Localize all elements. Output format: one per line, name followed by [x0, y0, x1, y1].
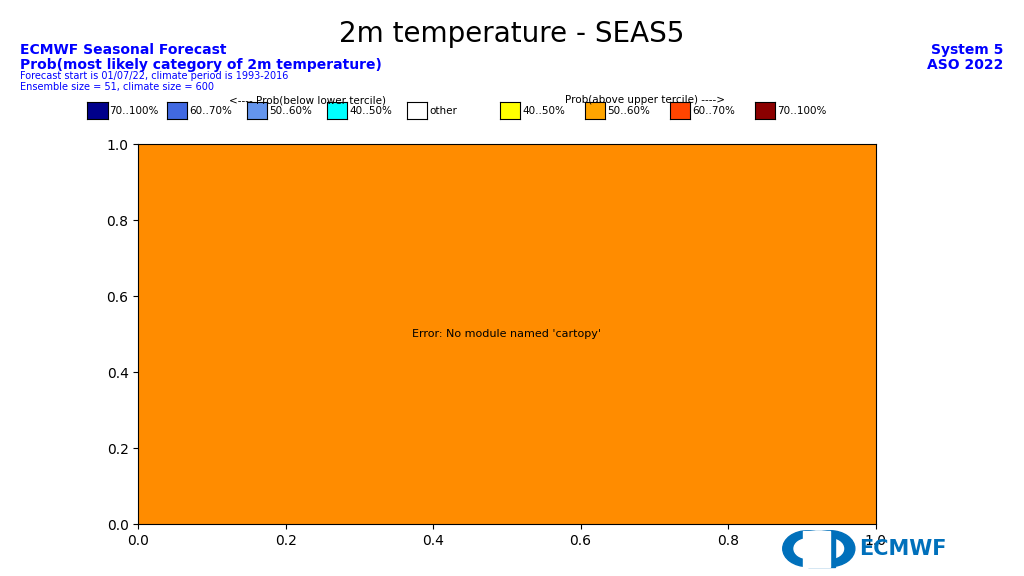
Ellipse shape — [782, 530, 833, 567]
Text: ECMWF: ECMWF — [859, 539, 947, 559]
Text: 40..50%: 40..50% — [349, 105, 392, 116]
Bar — [803, 530, 830, 567]
Text: Ensemble size = 51, climate size = 600: Ensemble size = 51, climate size = 600 — [20, 82, 214, 92]
Text: Prob(most likely category of 2m temperature): Prob(most likely category of 2m temperat… — [20, 58, 382, 71]
Text: System 5: System 5 — [931, 43, 1004, 57]
Text: other: other — [429, 105, 457, 116]
Text: <---- Prob(below lower tercile): <---- Prob(below lower tercile) — [228, 95, 386, 105]
Text: 40..50%: 40..50% — [522, 105, 565, 116]
Text: 60..70%: 60..70% — [692, 105, 735, 116]
Bar — [808, 530, 835, 567]
Text: 50..60%: 50..60% — [269, 105, 312, 116]
Text: 60..70%: 60..70% — [189, 105, 232, 116]
Text: Prob(above upper tercile) ---->: Prob(above upper tercile) ----> — [565, 95, 725, 105]
Ellipse shape — [794, 539, 821, 559]
Text: ECMWF Seasonal Forecast: ECMWF Seasonal Forecast — [20, 43, 227, 57]
Text: 70..100%: 70..100% — [110, 105, 159, 116]
Text: 70..100%: 70..100% — [777, 105, 826, 116]
Text: Forecast start is 01/07/22, climate period is 1993-2016: Forecast start is 01/07/22, climate peri… — [20, 71, 289, 81]
Text: 2m temperature - SEAS5: 2m temperature - SEAS5 — [339, 20, 685, 48]
Text: Error: No module named 'cartopy': Error: No module named 'cartopy' — [413, 329, 601, 339]
Ellipse shape — [816, 539, 844, 559]
Text: ASO 2022: ASO 2022 — [927, 58, 1004, 71]
Ellipse shape — [805, 530, 855, 567]
Text: 50..60%: 50..60% — [607, 105, 650, 116]
